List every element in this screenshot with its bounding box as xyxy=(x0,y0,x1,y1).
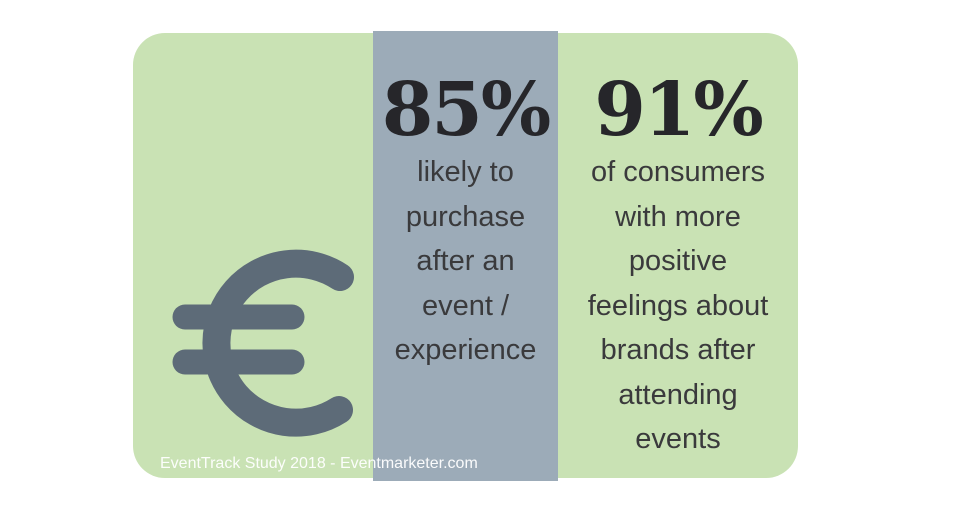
middle-band xyxy=(373,31,558,481)
source-attribution: EventTrack Study 2018 - Eventmarketer.co… xyxy=(160,455,478,472)
stat-value-85: 85% xyxy=(381,67,551,153)
stat-description-85: likely to purchase after an event / expe… xyxy=(394,156,537,366)
stat-description-91: of consumers with more positive feelings… xyxy=(587,156,769,455)
euro-sign-icon xyxy=(172,249,354,437)
stat-value-91: 91% xyxy=(594,67,763,153)
